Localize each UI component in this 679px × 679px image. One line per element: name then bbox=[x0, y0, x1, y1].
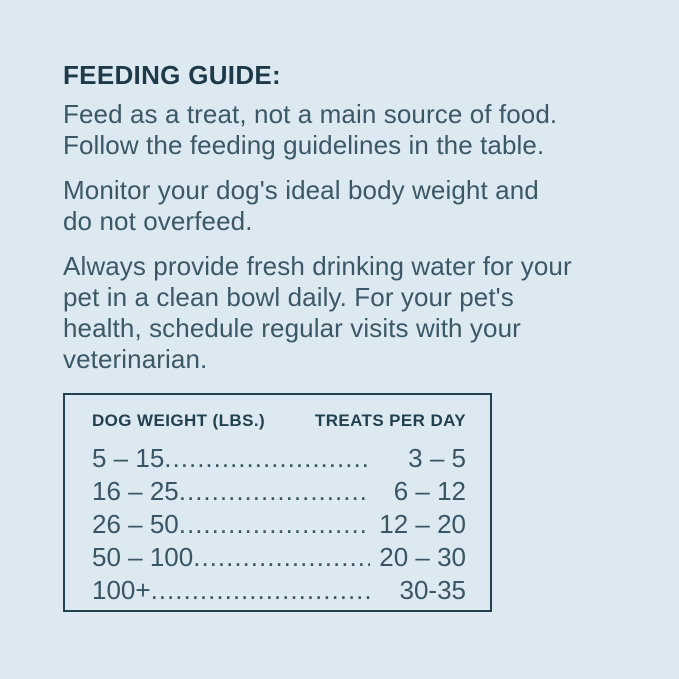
paragraph-line: do not overfeed. bbox=[63, 206, 253, 236]
paragraph-line: Follow the feeding guidelines in the tab… bbox=[63, 130, 545, 160]
feeding-table: DOG WEIGHT (LBS.) TREATS PER DAY 5 – 15 … bbox=[63, 393, 492, 612]
table-row: 50 – 100 ...............................… bbox=[92, 541, 466, 574]
feeding-table-rows: 5 – 15 .................................… bbox=[92, 442, 466, 607]
table-row: 5 – 15 .................................… bbox=[92, 442, 466, 475]
paragraph-feed-as-treat: Feed as a treat, not a main source of fo… bbox=[63, 99, 603, 161]
paragraph-fresh-water: Always provide fresh drinking water for … bbox=[63, 251, 603, 375]
paragraph-line: Feed as a treat, not a main source of fo… bbox=[63, 99, 558, 129]
feeding-guide-heading: FEEDING GUIDE: bbox=[63, 60, 281, 90]
dog-weight-range: 26 – 50 bbox=[92, 509, 179, 539]
label-content: FEEDING GUIDE: Feed as a treat, not a ma… bbox=[63, 60, 603, 612]
paragraph-line: Always provide fresh drinking water for … bbox=[63, 251, 572, 281]
treats-per-day-value: 20 – 30 bbox=[379, 542, 466, 572]
paragraph-line: pet in a clean bowl daily. For your pet'… bbox=[63, 282, 514, 312]
dot-leader: ........................................… bbox=[193, 542, 370, 572]
table-row: 100+ ...................................… bbox=[92, 574, 466, 607]
treats-per-day-value: 30-35 bbox=[399, 575, 467, 605]
dot-leader: ........................................… bbox=[178, 476, 370, 506]
dot-leader: ........................................… bbox=[150, 575, 370, 605]
dog-weight-range: 16 – 25 bbox=[92, 476, 179, 506]
paragraph-line: health, schedule regular visits with you… bbox=[63, 313, 521, 343]
column-header-treats-per-day: TREATS PER DAY bbox=[314, 411, 466, 430]
dog-weight-range: 50 – 100 bbox=[92, 542, 194, 572]
treats-per-day-value: 3 – 5 bbox=[408, 443, 466, 473]
column-header-dog-weight: DOG WEIGHT (LBS.) bbox=[92, 411, 266, 430]
paragraph-line: Monitor your dog's ideal body weight and bbox=[63, 175, 539, 205]
treats-per-day-value: 12 – 20 bbox=[379, 509, 466, 539]
paragraph-monitor-weight: Monitor your dog's ideal body weight and… bbox=[63, 175, 603, 237]
dog-weight-range: 100+ bbox=[92, 575, 151, 605]
feeding-table-header: DOG WEIGHT (LBS.) TREATS PER DAY bbox=[92, 411, 466, 431]
dot-leader: ........................................… bbox=[164, 443, 370, 473]
dot-leader: ........................................… bbox=[178, 509, 370, 539]
table-row: 16 – 25 ................................… bbox=[92, 475, 466, 508]
dog-weight-range: 5 – 15 bbox=[92, 443, 165, 473]
treats-per-day-value: 6 – 12 bbox=[393, 476, 466, 506]
paragraph-line: veterinarian. bbox=[63, 344, 208, 374]
table-row: 26 – 50 ................................… bbox=[92, 508, 466, 541]
